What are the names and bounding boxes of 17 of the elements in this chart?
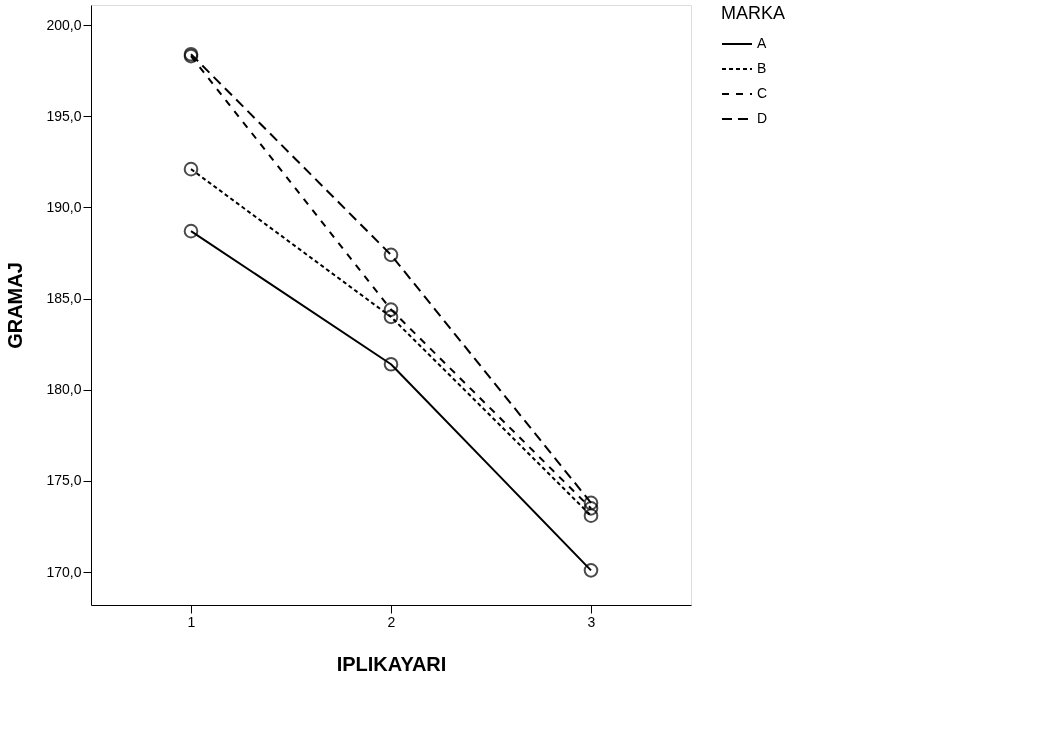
x-tick-label: 1 xyxy=(187,613,196,630)
legend-title: MARKA xyxy=(721,3,786,23)
legend-label: D xyxy=(757,110,768,126)
legend-label: C xyxy=(757,85,768,101)
legend-label: A xyxy=(757,35,767,51)
y-tick-label: 170,0 xyxy=(46,563,82,580)
y-tick-label: 200,0 xyxy=(46,16,82,33)
x-tick-label: 2 xyxy=(387,613,396,630)
legend-label: B xyxy=(757,60,767,76)
y-tick-label: 195,0 xyxy=(46,107,82,124)
y-tick-label: 175,0 xyxy=(46,472,82,489)
y-axis-title: GRAMAJ xyxy=(4,262,27,349)
x-axis-title: IPLIKAYARI xyxy=(336,652,447,675)
y-tick-label: 180,0 xyxy=(46,381,82,398)
x-tick-label: 3 xyxy=(587,613,596,630)
y-tick-label: 190,0 xyxy=(46,198,82,215)
y-tick-label: 185,0 xyxy=(46,290,82,307)
